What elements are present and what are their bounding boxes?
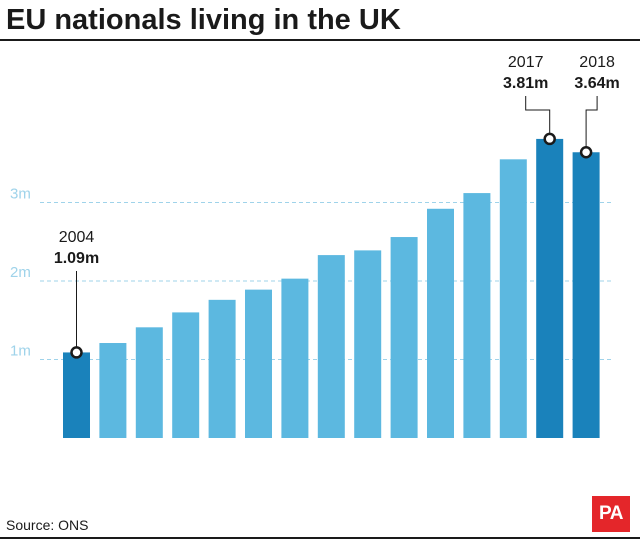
bar-2014 bbox=[427, 208, 454, 438]
bar-2013 bbox=[390, 237, 418, 438]
bar-2004 bbox=[63, 352, 90, 438]
bar-2015 bbox=[463, 193, 491, 438]
y-tick-label-1m: 1m bbox=[10, 343, 31, 360]
leader-line-2017 bbox=[525, 96, 551, 139]
pa-logo: PA bbox=[592, 496, 630, 532]
bar-2006 bbox=[135, 327, 163, 438]
annotation-year-2017: 2017 bbox=[508, 54, 544, 71]
annotation-value-2004: 1.09m bbox=[54, 250, 99, 267]
annotation-year-2018: 2018 bbox=[579, 54, 615, 71]
top-rule bbox=[0, 39, 640, 41]
y-tick-label-2m: 2m bbox=[10, 264, 31, 281]
bar-2012 bbox=[354, 250, 382, 438]
bar-2009 bbox=[245, 289, 272, 438]
bar-chart: 1m 2m 3m 2004 1.09m 2017 3.81m 2018 3.64m bbox=[10, 54, 620, 438]
bar-2018 bbox=[572, 152, 600, 438]
annotation-value-2017: 3.81m bbox=[503, 75, 548, 92]
marker-2017 bbox=[543, 132, 556, 146]
bar-2011 bbox=[317, 255, 345, 438]
bar-2007 bbox=[172, 312, 200, 438]
bar-2016 bbox=[499, 159, 527, 438]
leader-line-2018 bbox=[585, 96, 598, 153]
source-note: Source: ONS bbox=[6, 517, 89, 533]
chart-title: EU nationals living in the UK bbox=[6, 4, 401, 36]
y-tick-label-3m: 3m bbox=[10, 186, 31, 203]
bar-2008 bbox=[208, 299, 236, 438]
annotation-year-2004: 2004 bbox=[59, 229, 95, 246]
bottom-rule bbox=[0, 537, 640, 539]
bar-2010 bbox=[281, 278, 309, 438]
marker-2018 bbox=[579, 146, 593, 159]
annotation-value-2018: 3.64m bbox=[574, 75, 619, 92]
bar-2005 bbox=[99, 343, 127, 438]
bar-2017 bbox=[536, 138, 564, 438]
marker-2004 bbox=[70, 346, 83, 359]
